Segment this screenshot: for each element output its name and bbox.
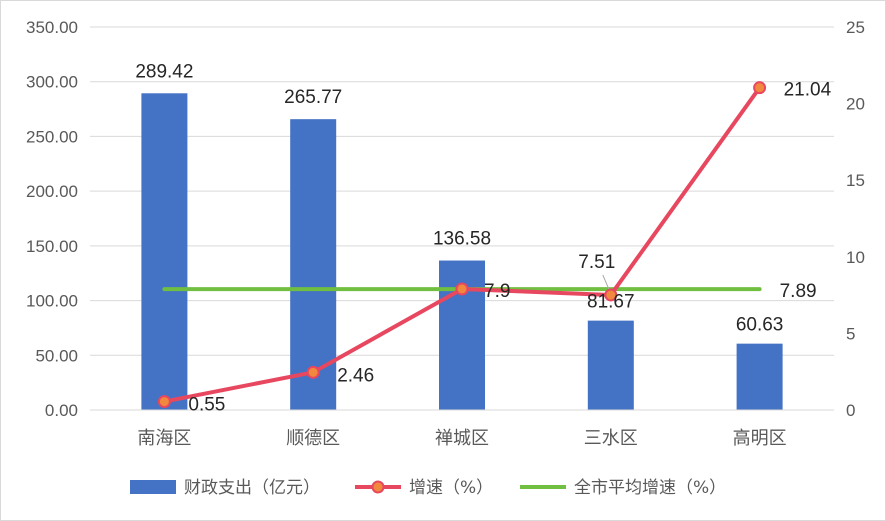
bar-series [141,93,783,410]
x-category-label: 顺德区 [286,428,340,449]
y-left-tick-label: 300.00 [26,73,78,92]
growth-point [753,81,767,95]
line-series [157,81,767,409]
bar-data-label: 60.63 [736,315,784,336]
growth-data-label: 0.55 [188,395,225,416]
legend-marker-growth [371,480,385,494]
growth-data-label: 7.9 [484,281,510,302]
y-left-tick-label: 250.00 [26,127,78,146]
growth-point [455,282,469,296]
legend: 财政支出（亿元） 增速（%） 全市平均增速（%） [130,478,726,498]
bar-data-label: 81.67 [587,292,635,313]
y-left-tick-label: 0.00 [45,401,78,420]
growth-data-label: 7.51 [578,252,615,273]
leader-line [602,274,610,290]
axes: 0.00 50.00 100.00 150.00 200.00 250.00 300.00 3… [26,18,865,449]
legend-swatch-bar [130,480,176,494]
y-left-tick-label: 350.00 [26,18,78,37]
legend-label-growth: 增速（%） [409,478,493,498]
x-category-label: 禅城区 [435,428,489,449]
x-category-label: 高明区 [733,428,787,449]
growth-data-label: 2.46 [337,365,374,386]
y-right-tick-label: 10 [846,248,865,267]
growth-point [604,288,618,302]
y-right-tick-label: 0 [846,401,855,420]
x-category-label: 三水区 [584,428,638,449]
y-right-tick-label: 25 [846,18,865,37]
y-left-tick-label: 150.00 [26,237,78,256]
x-category-label: 南海区 [137,428,191,449]
bar-data-label: 136.58 [433,229,491,250]
growth-data-label: 21.04 [784,80,832,101]
bar [587,320,634,410]
y-left-tick-label: 100.00 [26,292,78,311]
y-right-tick-label: 20 [846,95,865,114]
y-right-tick-label: 5 [846,324,855,343]
legend-label-bar: 财政支出（亿元） [184,478,320,498]
y-right-tick-label: 15 [846,171,865,190]
bar-data-label: 289.42 [135,61,193,82]
bar-data-label: 265.77 [284,87,342,108]
legend-label-average: 全市平均增速（%） [574,478,726,498]
bar [736,343,783,410]
growth-point [306,365,320,379]
y-left-tick-label: 200.00 [26,182,78,201]
data-labels: 289.42 265.77 136.58 81.67 60.63 7.89 0.55 2.46… [135,61,831,415]
average-data-label: 7.89 [780,281,817,302]
growth-point [157,395,171,409]
y-left-tick-label: 50.00 [35,346,78,365]
bar [141,93,188,410]
